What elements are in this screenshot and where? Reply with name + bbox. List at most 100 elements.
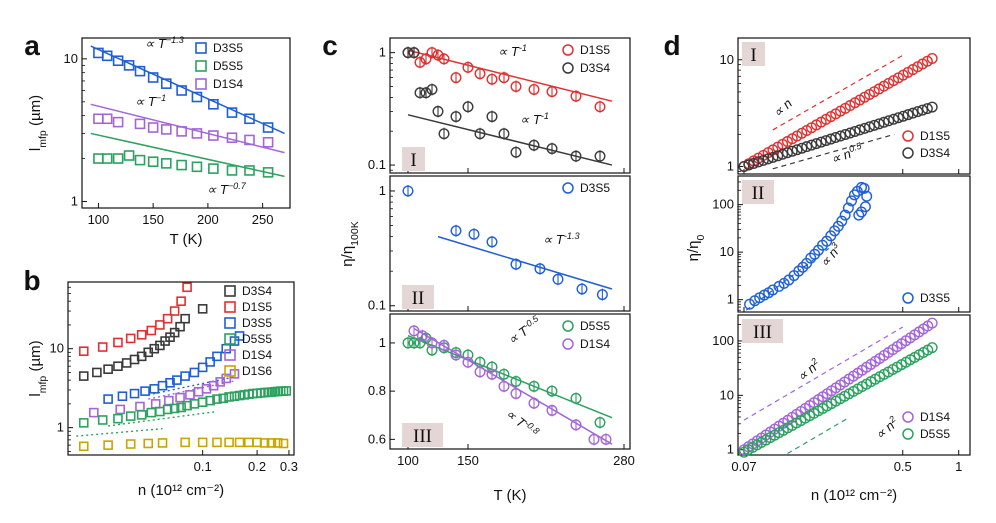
data-point bbox=[169, 327, 180, 338]
data-point bbox=[259, 438, 270, 448]
y-tick-label: 0.8 bbox=[368, 383, 386, 398]
legend-label: D1S4 bbox=[580, 337, 610, 351]
panel-a: a 100 150 200 250 1 10 D3S5 D5S5 D1S4 ∝ T−1.3 ∝ T−1… bbox=[24, 30, 291, 248]
plot-frame-d-III bbox=[737, 314, 971, 456]
data-point bbox=[129, 388, 140, 399]
data-point bbox=[820, 135, 832, 147]
data-point bbox=[229, 391, 240, 402]
x-tick-label: 250 bbox=[252, 212, 274, 227]
data-point bbox=[796, 142, 808, 154]
y-tick-label: 1 bbox=[727, 158, 734, 173]
data-point bbox=[917, 104, 929, 116]
data-point bbox=[791, 144, 803, 156]
legend-label: D5S5 bbox=[213, 59, 243, 73]
data-point bbox=[748, 157, 760, 169]
data-point bbox=[797, 261, 809, 273]
data-point bbox=[244, 437, 254, 448]
y-tick-label: 1 bbox=[379, 335, 386, 350]
y-tick-label: 1 bbox=[727, 442, 734, 457]
data-point bbox=[97, 342, 108, 352]
data-point bbox=[78, 418, 89, 428]
fit-line bbox=[407, 49, 613, 102]
y-tick-label: 10 bbox=[720, 244, 734, 259]
data-point bbox=[134, 118, 146, 130]
subplot-c-II: 0.1 1 D3S5 II bbox=[368, 175, 631, 313]
data-point bbox=[806, 139, 818, 151]
y-tick-label: 10 bbox=[50, 341, 64, 356]
legend-label: D5S5 bbox=[580, 319, 610, 333]
power-law-annotation: ∝ T-1 bbox=[498, 43, 527, 59]
data-point bbox=[926, 342, 938, 354]
data-point bbox=[781, 147, 793, 159]
panel-label-c: c bbox=[322, 30, 338, 61]
y-axis-label: η/η100K bbox=[339, 221, 361, 266]
data-point bbox=[180, 437, 190, 448]
y-tick-label: 10 bbox=[720, 52, 734, 67]
x-axis-label: n (10¹² cm⁻²) bbox=[138, 482, 224, 499]
data-point bbox=[112, 116, 124, 128]
data-point bbox=[180, 313, 190, 324]
data-point bbox=[844, 127, 856, 139]
fit-line bbox=[437, 235, 613, 290]
x-tick-label: 0.3 bbox=[280, 459, 298, 474]
x-tick-label: 100 bbox=[88, 212, 110, 227]
data-point bbox=[888, 113, 900, 125]
data-point bbox=[78, 441, 89, 452]
plot-frame-b bbox=[67, 281, 295, 456]
legend-marker bbox=[224, 349, 236, 361]
data-point bbox=[135, 401, 145, 412]
x-tick-label: 0.2 bbox=[248, 459, 266, 474]
subplot-c-III: 100 150 280 0.6 0.8 1 D5S5 D1S4 III bbox=[368, 313, 635, 468]
guide-dashed-line bbox=[772, 54, 904, 131]
data-point bbox=[767, 284, 779, 296]
legend-marker bbox=[562, 320, 574, 332]
data-point bbox=[176, 296, 186, 306]
data-point bbox=[858, 182, 870, 194]
y-axis-label: lmfp (µm) bbox=[27, 95, 49, 151]
power-law-annotation: ∝ T−1.3 bbox=[145, 35, 184, 51]
legend-marker bbox=[562, 62, 574, 74]
data-point bbox=[180, 371, 190, 381]
data-point bbox=[175, 321, 185, 332]
data-point bbox=[157, 438, 168, 448]
data-point bbox=[272, 438, 283, 448]
power-law-annotation: ∝ T−1 bbox=[135, 93, 166, 109]
data-point bbox=[125, 439, 136, 449]
legend-marker bbox=[224, 301, 236, 313]
data-point bbox=[155, 406, 165, 417]
data-point bbox=[767, 151, 779, 163]
data-point bbox=[191, 91, 203, 103]
data-point bbox=[208, 99, 219, 110]
data-point bbox=[849, 125, 861, 137]
legend-marker bbox=[195, 60, 207, 72]
legend-marker bbox=[195, 42, 207, 54]
power-law-annotation: ∝ n2 bbox=[872, 414, 902, 442]
data-point bbox=[845, 195, 857, 207]
data-point bbox=[810, 138, 822, 150]
legend-marker bbox=[195, 78, 207, 90]
data-point bbox=[162, 313, 173, 324]
x-tick-label: 1 bbox=[955, 459, 962, 474]
power-law-annotation: ∝ T-0.8 bbox=[503, 405, 541, 441]
x-tick-label: 0.5 bbox=[894, 459, 912, 474]
data-point bbox=[78, 371, 89, 381]
y-tick-label: 0.6 bbox=[368, 431, 386, 446]
legend-marker bbox=[562, 182, 574, 194]
plot-frame-c-II bbox=[389, 175, 631, 312]
x-tick-label: 0.1 bbox=[194, 459, 212, 474]
subpanel-label: III bbox=[753, 322, 772, 343]
data-point bbox=[244, 165, 255, 176]
legend-label: D1S5 bbox=[242, 300, 272, 314]
data-point bbox=[125, 411, 136, 421]
data-point bbox=[825, 133, 837, 145]
legend-marker bbox=[902, 147, 914, 159]
legend-marker bbox=[902, 428, 914, 440]
data-point bbox=[115, 404, 126, 415]
data-point bbox=[113, 337, 123, 348]
data-point bbox=[176, 402, 186, 413]
fit-line bbox=[413, 327, 613, 445]
data-point bbox=[786, 145, 798, 157]
data-point bbox=[830, 132, 842, 144]
subpanel-label-box bbox=[402, 285, 434, 309]
